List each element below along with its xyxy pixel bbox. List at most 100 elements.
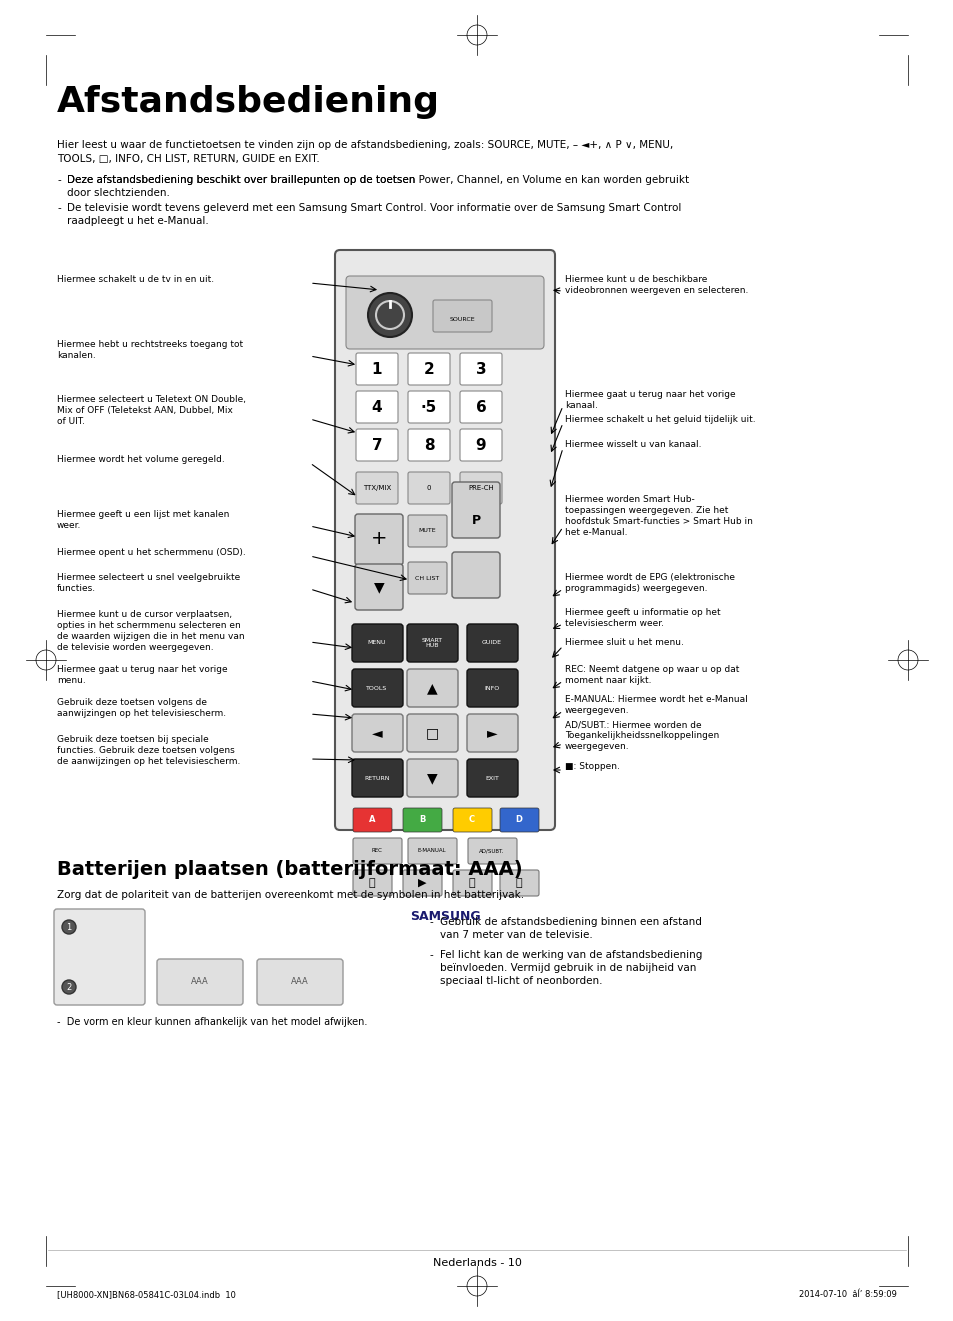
FancyBboxPatch shape bbox=[355, 514, 402, 565]
Text: Hiermee schakelt u het geluid tijdelijk uit.: Hiermee schakelt u het geluid tijdelijk … bbox=[564, 415, 755, 424]
FancyBboxPatch shape bbox=[453, 871, 492, 896]
Text: Hiermee geeft u een lijst met kanalen
weer.: Hiermee geeft u een lijst met kanalen we… bbox=[57, 510, 229, 530]
Text: [UH8000-XN]BN68-05841C-03L04.indb  10: [UH8000-XN]BN68-05841C-03L04.indb 10 bbox=[57, 1291, 235, 1299]
FancyBboxPatch shape bbox=[256, 959, 343, 1005]
FancyBboxPatch shape bbox=[355, 391, 397, 423]
Text: Gebruik deze toetsen bij speciale
functies. Gebruik deze toetsen volgens
de aanw: Gebruik deze toetsen bij speciale functi… bbox=[57, 734, 240, 766]
FancyBboxPatch shape bbox=[355, 353, 397, 384]
Text: ►: ► bbox=[486, 727, 497, 740]
Text: GUIDE: GUIDE bbox=[481, 641, 501, 646]
Text: -: - bbox=[430, 950, 434, 960]
Text: AD/SUBT.: Hiermee worden de
Toegankelijkheidssnelkoppelingen
weergegeven.: AD/SUBT.: Hiermee worden de Toegankelijk… bbox=[564, 720, 719, 752]
FancyBboxPatch shape bbox=[353, 838, 401, 864]
Text: 0: 0 bbox=[426, 485, 431, 491]
FancyBboxPatch shape bbox=[407, 668, 457, 707]
Text: A: A bbox=[369, 815, 375, 824]
Text: ·5: ·5 bbox=[420, 399, 436, 415]
Text: 2: 2 bbox=[67, 983, 71, 992]
Text: SMART
HUB: SMART HUB bbox=[421, 638, 442, 649]
FancyBboxPatch shape bbox=[467, 668, 517, 707]
Text: AD/SUBT.: AD/SUBT. bbox=[478, 848, 504, 853]
Text: +: + bbox=[371, 530, 387, 548]
Text: ▼: ▼ bbox=[374, 580, 384, 594]
Text: ⏸: ⏸ bbox=[468, 878, 475, 888]
Text: Hiermee gaat u terug naar het vorige
kanaal.: Hiermee gaat u terug naar het vorige kan… bbox=[564, 390, 735, 410]
Text: Hiermee kunt u de cursor verplaatsen,
opties in het schermmenu selecteren en
de : Hiermee kunt u de cursor verplaatsen, op… bbox=[57, 610, 244, 653]
FancyBboxPatch shape bbox=[408, 391, 450, 423]
Text: TOOLS: TOOLS bbox=[366, 686, 387, 691]
Text: 2: 2 bbox=[423, 362, 434, 376]
FancyBboxPatch shape bbox=[408, 838, 456, 864]
Text: 4: 4 bbox=[372, 399, 382, 415]
FancyBboxPatch shape bbox=[355, 564, 402, 610]
Text: INFO: INFO bbox=[484, 686, 499, 691]
Text: Hiermee geeft u informatie op het
televisiescherm weer.: Hiermee geeft u informatie op het televi… bbox=[564, 608, 720, 627]
Text: Hiermee wordt de EPG (elektronische
programmagids) weergegeven.: Hiermee wordt de EPG (elektronische prog… bbox=[564, 573, 734, 593]
Text: REC: Neemt datgene op waar u op dat
moment naar kijkt.: REC: Neemt datgene op waar u op dat mome… bbox=[564, 664, 739, 686]
Text: Hiermee selecteert u snel veelgebruikte
functies.: Hiermee selecteert u snel veelgebruikte … bbox=[57, 573, 240, 593]
Text: 1: 1 bbox=[67, 922, 71, 931]
Text: 7: 7 bbox=[372, 437, 382, 453]
Text: AAA: AAA bbox=[191, 978, 209, 987]
Text: CH LIST: CH LIST bbox=[415, 576, 438, 580]
FancyBboxPatch shape bbox=[355, 429, 397, 461]
Text: ■: Stoppen.: ■: Stoppen. bbox=[564, 762, 619, 771]
Text: E-MANUAL: Hiermee wordt het e-Manual
weergegeven.: E-MANUAL: Hiermee wordt het e-Manual wee… bbox=[564, 695, 747, 715]
FancyBboxPatch shape bbox=[335, 250, 555, 830]
Circle shape bbox=[375, 301, 403, 329]
Text: Hiermee opent u het schermmenu (OSD).: Hiermee opent u het schermmenu (OSD). bbox=[57, 548, 246, 557]
FancyBboxPatch shape bbox=[467, 713, 517, 752]
Text: Fel licht kan de werking van de afstandsbediening: Fel licht kan de werking van de afstands… bbox=[439, 950, 701, 960]
Text: C: C bbox=[469, 815, 475, 824]
Text: 3: 3 bbox=[476, 362, 486, 376]
Text: Hier leest u waar de functietoetsen te vinden zijn op de afstandsbediening, zoal: Hier leest u waar de functietoetsen te v… bbox=[57, 140, 673, 151]
Text: TOOLS, □, INFO, CH LIST, RETURN, GUIDE en EXIT.: TOOLS, □, INFO, CH LIST, RETURN, GUIDE e… bbox=[57, 155, 319, 164]
Circle shape bbox=[368, 293, 412, 337]
Circle shape bbox=[62, 980, 76, 993]
FancyBboxPatch shape bbox=[346, 276, 543, 349]
FancyBboxPatch shape bbox=[408, 429, 450, 461]
FancyBboxPatch shape bbox=[459, 353, 501, 384]
Text: E-MANUAL: E-MANUAL bbox=[417, 848, 446, 853]
Text: Hiermee selecteert u Teletext ON Double,
Mix of OFF (Teletekst AAN, Dubbel, Mix
: Hiermee selecteert u Teletext ON Double,… bbox=[57, 395, 246, 427]
FancyBboxPatch shape bbox=[407, 760, 457, 797]
Text: Batterijen plaatsen (batterijformaat: AAA): Batterijen plaatsen (batterijformaat: AA… bbox=[57, 860, 522, 878]
Text: -: - bbox=[57, 174, 61, 185]
Circle shape bbox=[62, 919, 76, 934]
FancyBboxPatch shape bbox=[452, 552, 499, 598]
FancyBboxPatch shape bbox=[433, 300, 492, 332]
FancyBboxPatch shape bbox=[353, 808, 392, 832]
FancyBboxPatch shape bbox=[468, 838, 517, 864]
Text: Hiermee kunt u de beschikbare
videobronnen weergeven en selecteren.: Hiermee kunt u de beschikbare videobronn… bbox=[564, 275, 747, 295]
Text: -: - bbox=[57, 203, 61, 213]
FancyBboxPatch shape bbox=[54, 909, 145, 1005]
Text: -  De vorm en kleur kunnen afhankelijk van het model afwijken.: - De vorm en kleur kunnen afhankelijk va… bbox=[57, 1017, 367, 1026]
FancyBboxPatch shape bbox=[408, 353, 450, 384]
Text: beïnvloeden. Vermijd gebruik in de nabijheid van: beïnvloeden. Vermijd gebruik in de nabij… bbox=[439, 963, 696, 974]
FancyBboxPatch shape bbox=[355, 472, 397, 505]
FancyBboxPatch shape bbox=[352, 760, 402, 797]
Text: Hiermee wisselt u van kanaal.: Hiermee wisselt u van kanaal. bbox=[564, 440, 700, 449]
Text: MENU: MENU bbox=[367, 641, 386, 646]
FancyBboxPatch shape bbox=[408, 472, 450, 505]
FancyBboxPatch shape bbox=[467, 624, 517, 662]
Text: ▼: ▼ bbox=[426, 771, 436, 785]
Text: Nederlands - 10: Nederlands - 10 bbox=[432, 1258, 521, 1268]
FancyBboxPatch shape bbox=[352, 713, 402, 752]
Text: -: - bbox=[430, 917, 434, 927]
Text: van 7 meter van de televisie.: van 7 meter van de televisie. bbox=[439, 930, 592, 941]
Text: ▲: ▲ bbox=[426, 682, 436, 695]
FancyBboxPatch shape bbox=[453, 808, 492, 832]
FancyBboxPatch shape bbox=[499, 871, 538, 896]
FancyBboxPatch shape bbox=[407, 624, 457, 662]
Text: Hiermee schakelt u de tv in en uit.: Hiermee schakelt u de tv in en uit. bbox=[57, 275, 213, 284]
Text: ◄: ◄ bbox=[372, 727, 382, 740]
Text: B: B bbox=[418, 815, 425, 824]
Text: Zorg dat de polariteit van de batterijen overeenkomt met de symbolen in het batt: Zorg dat de polariteit van de batterijen… bbox=[57, 890, 523, 900]
Text: Deze afstandsbediening beschikt over braillepunten op de toetsen: Deze afstandsbediening beschikt over bra… bbox=[67, 174, 418, 185]
Text: ▶: ▶ bbox=[417, 878, 426, 888]
Text: De televisie wordt tevens geleverd met een Samsung Smart Control. Voor informati: De televisie wordt tevens geleverd met e… bbox=[67, 203, 680, 226]
FancyBboxPatch shape bbox=[407, 713, 457, 752]
Text: Hiermee wordt het volume geregeld.: Hiermee wordt het volume geregeld. bbox=[57, 454, 225, 464]
Text: SAMSUNG: SAMSUNG bbox=[409, 910, 479, 923]
